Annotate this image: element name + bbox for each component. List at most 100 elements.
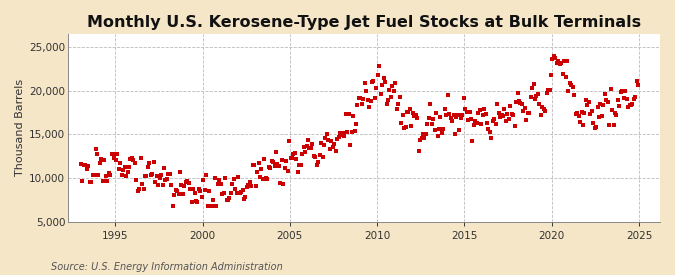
Point: [432, 134, 443, 138]
Point: [466, 117, 477, 121]
Point: [592, 105, 603, 109]
Point: [392, 107, 402, 111]
Point: [142, 165, 153, 169]
Point: [153, 183, 163, 187]
Point: [573, 114, 584, 118]
Point: [563, 89, 574, 94]
Point: [243, 183, 254, 187]
Point: [570, 112, 581, 116]
Point: [502, 112, 513, 117]
Point: [195, 189, 206, 193]
Point: [378, 76, 389, 80]
Point: [403, 110, 414, 114]
Point: [300, 150, 310, 154]
Point: [628, 97, 639, 101]
Point: [208, 197, 219, 202]
Point: [138, 187, 149, 191]
Point: [516, 102, 527, 106]
Point: [490, 122, 501, 126]
Point: [496, 112, 507, 117]
Text: Source: U.S. Energy Information Administration: Source: U.S. Energy Information Administ…: [51, 262, 282, 272]
Point: [421, 132, 431, 136]
Point: [547, 57, 558, 61]
Point: [369, 96, 380, 100]
Point: [96, 157, 107, 161]
Point: [456, 115, 466, 120]
Point: [383, 98, 394, 102]
Point: [165, 172, 176, 176]
Point: [178, 192, 188, 196]
Point: [402, 109, 412, 114]
Point: [230, 187, 241, 191]
Point: [338, 131, 348, 135]
Point: [214, 178, 225, 183]
Point: [467, 139, 478, 143]
Point: [515, 101, 526, 106]
Point: [189, 191, 200, 195]
Point: [451, 114, 462, 119]
Point: [416, 136, 427, 141]
Point: [413, 149, 424, 153]
Point: [204, 189, 215, 193]
Point: [87, 172, 98, 177]
Point: [377, 83, 387, 87]
Point: [265, 166, 275, 170]
Point: [627, 102, 638, 106]
Point: [506, 112, 517, 116]
Point: [485, 130, 495, 134]
Point: [579, 111, 590, 116]
Point: [147, 172, 158, 177]
Point: [362, 98, 373, 102]
Point: [585, 112, 596, 116]
Point: [562, 59, 572, 63]
Point: [150, 180, 161, 184]
Point: [247, 163, 258, 168]
Point: [281, 159, 292, 163]
Point: [121, 173, 132, 178]
Point: [499, 106, 510, 111]
Point: [291, 156, 302, 161]
Title: Monthly U.S. Kerosene-Type Jet Fuel Stocks at Bulk Terminals: Monthly U.S. Kerosene-Type Jet Fuel Stoc…: [87, 15, 641, 30]
Point: [361, 89, 372, 94]
Point: [522, 111, 533, 116]
Point: [269, 164, 280, 168]
Point: [154, 176, 165, 180]
Point: [294, 163, 304, 167]
Point: [285, 156, 296, 160]
Point: [404, 107, 415, 111]
Point: [278, 182, 289, 187]
Point: [128, 158, 139, 162]
Point: [76, 161, 86, 166]
Point: [559, 59, 570, 64]
Point: [500, 119, 511, 123]
Point: [524, 111, 535, 115]
Point: [227, 182, 238, 186]
Point: [199, 188, 210, 192]
Point: [194, 186, 205, 191]
Point: [224, 196, 235, 200]
Point: [319, 143, 329, 147]
Point: [173, 192, 184, 196]
Point: [345, 143, 356, 148]
Point: [213, 182, 223, 186]
Point: [297, 152, 308, 156]
Point: [583, 100, 594, 104]
Point: [261, 176, 271, 180]
Point: [544, 88, 555, 92]
Point: [439, 107, 450, 111]
Point: [381, 102, 392, 106]
Point: [578, 123, 589, 127]
Point: [492, 102, 503, 106]
Point: [237, 188, 248, 192]
Point: [394, 95, 405, 99]
Point: [119, 165, 130, 169]
Point: [86, 180, 97, 185]
Point: [232, 190, 242, 195]
Point: [146, 172, 157, 177]
Point: [534, 102, 545, 106]
Point: [102, 179, 113, 183]
Point: [304, 146, 315, 150]
Point: [588, 121, 599, 125]
Point: [105, 173, 115, 177]
Point: [410, 113, 421, 117]
